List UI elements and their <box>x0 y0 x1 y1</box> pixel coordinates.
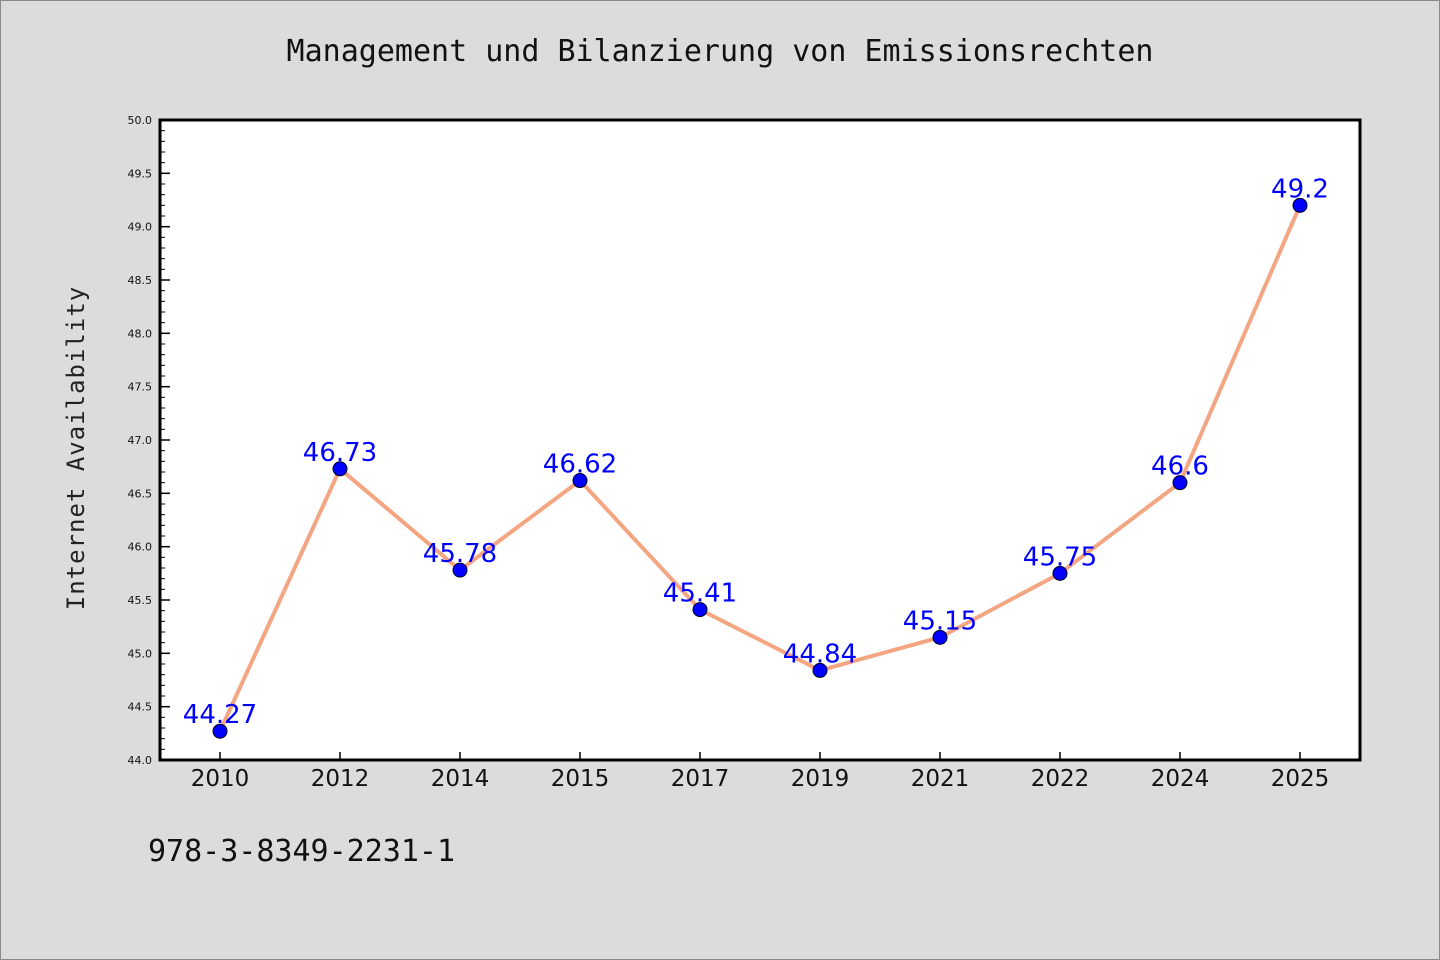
x-axis: 2010 2012 2014 2015 2017 2019 2021 2022 2024 2025 <box>191 752 1330 792</box>
data-point <box>932 629 948 645</box>
data-label: 46.62 <box>543 450 617 480</box>
data-point <box>212 723 228 739</box>
isbn-label: 978-3-8349-2231-1 <box>148 834 456 869</box>
x-tick-label: 2025 <box>1271 766 1330 792</box>
data-label: 45.15 <box>903 606 977 636</box>
data-label: 49.2 <box>1271 174 1329 204</box>
x-tick-label: 2014 <box>431 766 490 792</box>
data-label: 46.6 <box>1151 452 1209 482</box>
series-layer: 44.27 46.73 45.78 46.62 45.41 44.84 45.15 45.75… <box>183 174 1329 739</box>
data-label: 44.84 <box>783 639 857 669</box>
y-tick-label: 45.5 <box>128 594 153 607</box>
data-point <box>1172 475 1188 491</box>
y-tick-label: 48.0 <box>128 327 153 340</box>
plot-border <box>158 118 1362 762</box>
data-point <box>1052 565 1068 581</box>
data-point <box>452 562 468 578</box>
y-tick-label: 49.5 <box>128 167 153 180</box>
data-point <box>332 461 348 477</box>
x-tick-label: 2012 <box>311 766 370 792</box>
y-tick-label: 47.5 <box>128 381 153 394</box>
data-label: 45.78 <box>423 539 497 569</box>
y-tick-label: 45.0 <box>128 647 153 660</box>
data-label: 45.41 <box>663 579 737 609</box>
x-tick-label: 2021 <box>911 766 970 792</box>
y-tick-label: 46.0 <box>128 541 153 554</box>
data-point <box>1292 197 1308 213</box>
y-tick-label: 46.5 <box>128 487 153 500</box>
y-tick-label: 48.5 <box>128 274 153 287</box>
y-tick-label: 44.5 <box>128 701 153 714</box>
y-tick-label: 47.0 <box>128 434 153 447</box>
x-tick-label: 2010 <box>191 766 250 792</box>
y-tick-label: 49.0 <box>128 221 153 234</box>
data-label: 45.75 <box>1023 542 1097 572</box>
data-point <box>812 662 828 678</box>
x-tick-label: 2024 <box>1151 766 1210 792</box>
data-point <box>572 473 588 489</box>
plot-area <box>160 120 1360 760</box>
y-axis: 44.0 44.5 45.0 45.5 46.0 46.5 47.0 47.5 48.0 48.5… <box>128 114 170 767</box>
x-tick-label: 2019 <box>791 766 850 792</box>
x-tick-label: 2017 <box>671 766 730 792</box>
x-tick-label: 2015 <box>551 766 610 792</box>
y-tick-label: 50.0 <box>128 114 153 127</box>
data-label: 44.27 <box>183 700 257 730</box>
series-line <box>218 204 1302 733</box>
data-point <box>692 602 708 618</box>
data-label: 46.73 <box>303 438 377 468</box>
x-tick-label: 2022 <box>1031 766 1090 792</box>
chart-title: Management und Bilanzierung von Emission… <box>286 34 1154 69</box>
y-tick-label: 44.0 <box>128 754 153 767</box>
